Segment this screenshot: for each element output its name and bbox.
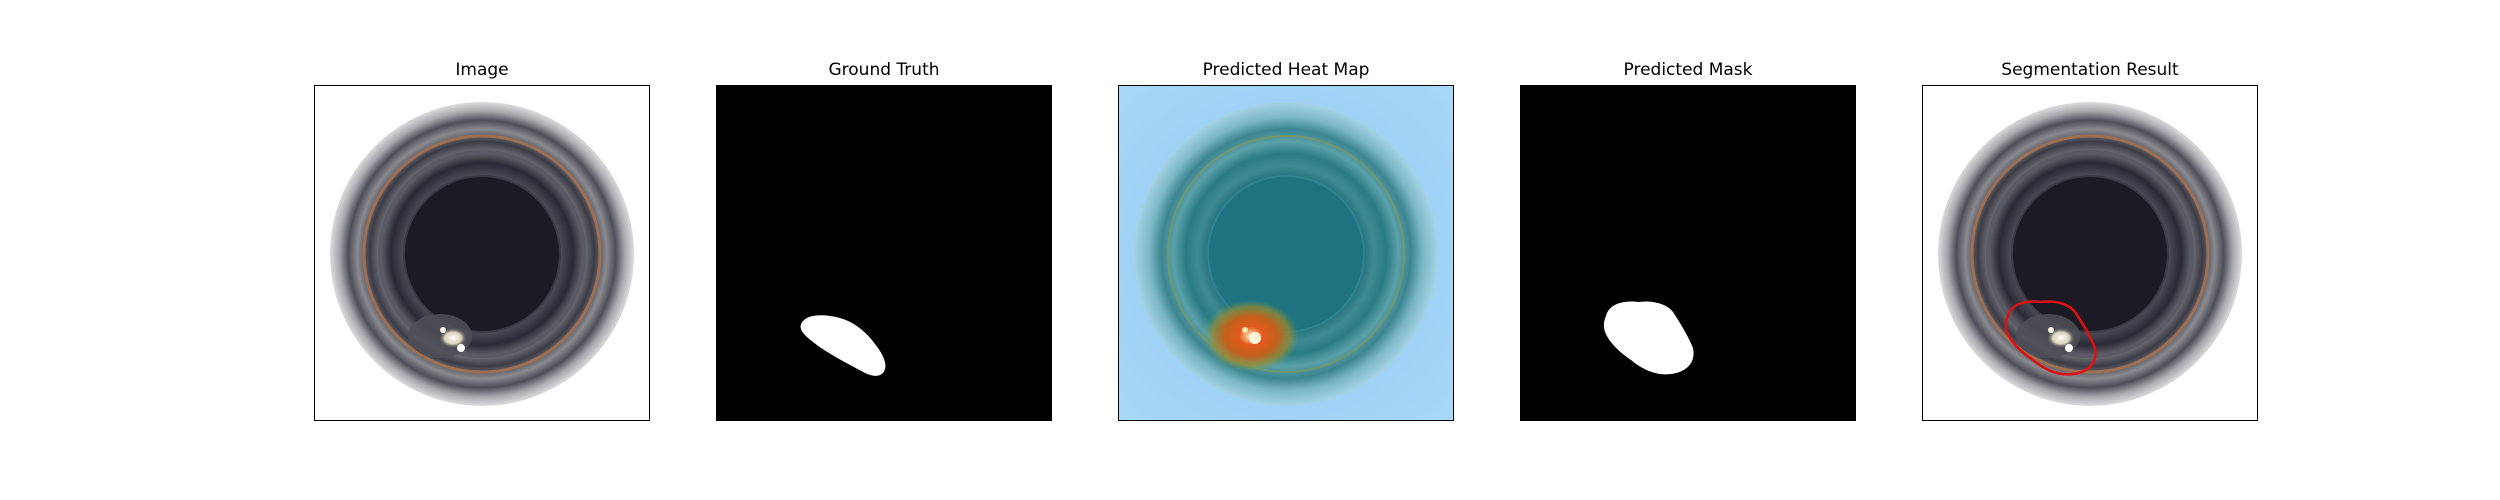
panel-title-image: Image	[455, 60, 509, 80]
panel-ground-truth	[716, 85, 1052, 421]
segmentation-contour	[2004, 300, 2097, 376]
predicted-region	[1603, 301, 1694, 375]
panel-predicted-mask	[1520, 85, 1856, 421]
panel-heat-map	[1118, 85, 1454, 421]
predicted-mask	[1521, 86, 1855, 420]
panel-image	[314, 85, 650, 421]
ground-truth-mask	[717, 86, 1051, 420]
panel-title-ground-truth: Ground Truth	[828, 60, 940, 80]
panel-title-heat-map: Predicted Heat Map	[1202, 60, 1370, 80]
panel-title-predicted-mask: Predicted Mask	[1623, 60, 1753, 80]
segmentation-overlay	[1938, 102, 2242, 406]
heat-map-overlay	[1119, 86, 1453, 420]
ground-truth-region	[800, 315, 886, 376]
panel-title-segmentation-result: Segmentation Result	[2001, 60, 2179, 80]
panel-segmentation-result	[1922, 85, 2258, 421]
bearing-photo	[330, 102, 634, 406]
